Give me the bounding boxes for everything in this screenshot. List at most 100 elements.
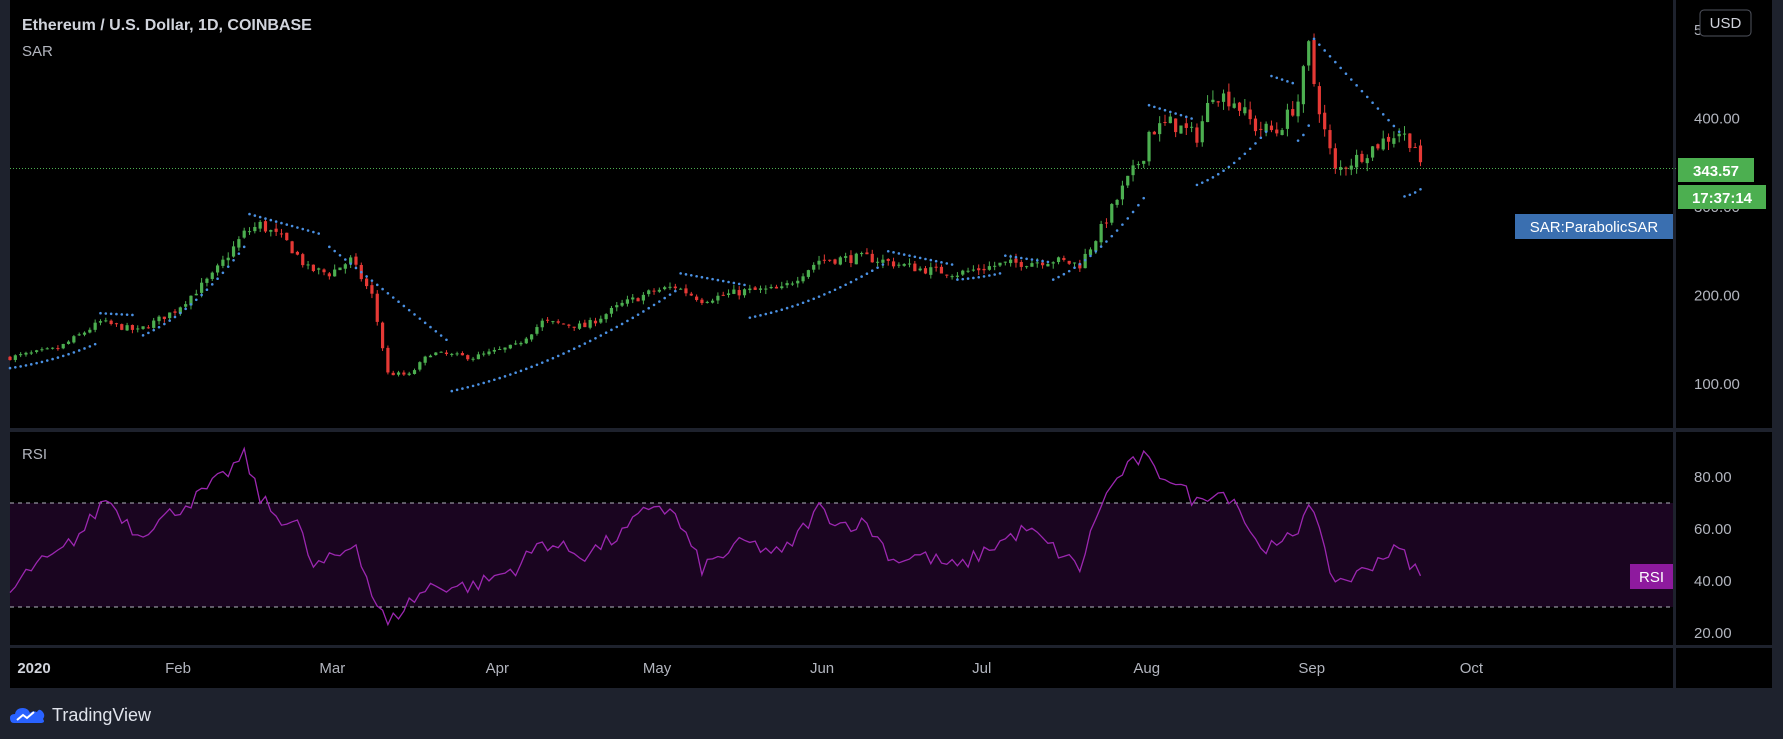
sar-dot [509,373,512,376]
candle-body [13,355,17,360]
candle-body [764,288,768,290]
candle-body [780,286,784,289]
candle-body [1243,107,1247,114]
sar-dot [93,342,97,346]
sar-dot [812,297,816,301]
candle-body [189,295,193,306]
candle-body [514,343,518,345]
sar-dot [56,356,60,359]
candle-body [1120,185,1125,200]
candle-body [1062,257,1066,260]
candle-body [98,321,103,323]
candle-body [625,299,630,304]
sar-dot [503,375,507,378]
sar-dot [51,357,54,361]
sar-dot [674,289,677,293]
candle-body [200,282,204,293]
candle-body [1019,262,1023,267]
sar-dot [1115,229,1119,232]
candle-body [1072,262,1077,264]
rsi-tick-label: 40.00 [1694,573,1732,590]
sar-dot [381,287,384,291]
last-price-tag: 343.57 [1678,158,1754,182]
time-axis[interactable] [10,648,1673,688]
sar-dot [45,359,49,362]
price-pane[interactable] [10,0,1673,428]
sar-dot [716,278,720,282]
tradingview-logo[interactable]: TradingView [10,702,151,728]
candle-body [194,293,198,296]
sar-dot [312,230,315,234]
sar-dot [285,223,289,226]
candle-body [838,257,842,265]
sar-dot [104,312,108,315]
price-axis[interactable] [1676,0,1772,428]
sar-dot [1232,161,1236,165]
candle-body [1408,133,1412,149]
sar-dot [1190,117,1193,120]
sar-dot [1200,181,1204,184]
candle-body [253,226,257,232]
sar-dot [189,303,193,306]
candle-body [444,352,449,355]
sar-dot [652,303,656,307]
candle-body [636,298,640,302]
sar-dot [1360,89,1364,93]
sar-dot [727,280,730,284]
sar-dot [551,356,555,360]
sar-dot [1408,193,1412,197]
candle-body [428,355,433,358]
sar-dot [173,315,177,319]
sar-dot [205,288,209,292]
candle-body [987,266,991,270]
sar-dot [1041,259,1044,263]
candle-body [620,302,624,306]
sar-dot [1089,254,1092,258]
sar-dot [950,263,954,266]
sar-dot [679,272,682,275]
rsi-tick-label: 20.00 [1694,625,1732,642]
sar-dot [1238,157,1241,160]
sar-dot [658,300,661,303]
sar-dot [1019,256,1023,260]
sar-dot [780,308,784,312]
sar-dot [801,301,805,305]
currency-button[interactable]: USD [1699,9,1752,37]
sar-dot [668,293,672,296]
sar-dot [961,277,965,281]
sar-dot [242,245,246,249]
candle-body [56,348,60,350]
sar-dot [232,259,235,262]
countdown-value: 17:37:14 [1692,190,1753,207]
sar-dot [620,322,624,326]
sar-dot [1105,240,1108,243]
indicator-legend-rsi[interactable]: RSI [22,446,47,463]
sar-dot [839,285,842,289]
sar-dot [1179,113,1183,117]
sar-dot [1403,195,1406,198]
time-tick-label: Sep [1298,660,1325,677]
sar-dot [817,295,821,298]
candle-body [370,285,374,294]
sar-dot [1264,130,1268,134]
candle-body [939,266,944,274]
sar-tag-label: SAR:ParabolicSAR [1530,219,1659,236]
candle-body [679,288,683,290]
sar-dot [1419,188,1422,191]
sar-dot [61,354,65,358]
candle-body [1078,263,1082,269]
candle-body [120,324,124,330]
indicator-legend-sar[interactable]: SAR [22,43,53,60]
candle-body [524,338,528,344]
candle-body [545,319,550,321]
sar-dot [1131,210,1135,214]
candle-body [1147,131,1151,162]
sar-dot [748,316,752,319]
sar-dot [1025,257,1028,261]
sar-dot [397,300,400,304]
rsi-axis[interactable] [1676,432,1772,645]
candle-body [173,311,177,313]
candle-body [860,253,864,255]
candle-body [918,268,922,271]
